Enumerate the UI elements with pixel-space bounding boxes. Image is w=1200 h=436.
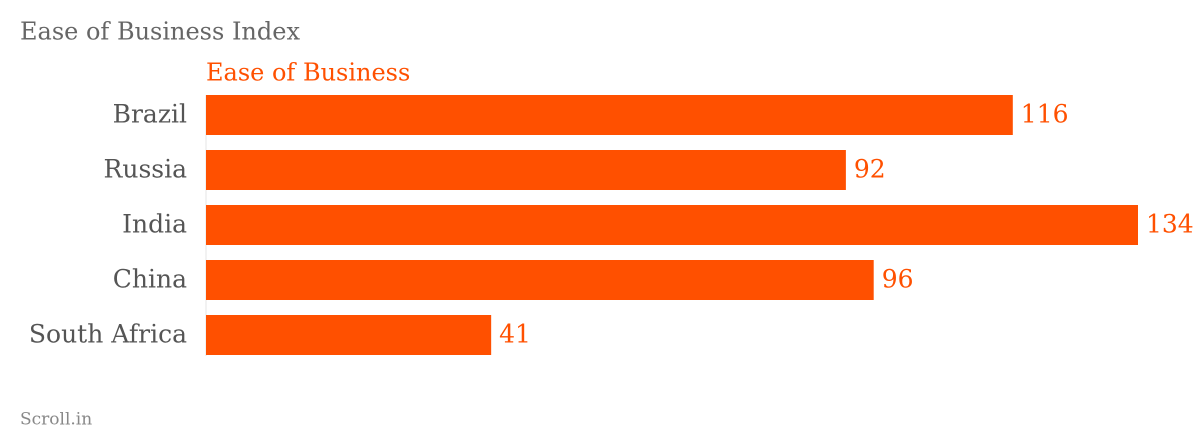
value-label: 96 — [882, 265, 914, 294]
legend-entry: Ease of Business — [206, 59, 410, 87]
y-tick-label: South Africa — [29, 320, 187, 349]
value-label: 134 — [1146, 210, 1194, 239]
source: Scroll.in — [20, 410, 92, 430]
chart-title: Ease of Business Index — [20, 18, 300, 46]
y-tick-label: Brazil — [113, 100, 187, 129]
bar — [206, 205, 1138, 245]
bar — [206, 95, 1013, 135]
value-label: 116 — [1021, 100, 1069, 129]
y-tick-label: India — [122, 210, 187, 239]
value-label: 41 — [499, 320, 531, 349]
value-label: 92 — [854, 155, 886, 184]
y-tick-label: Russia — [104, 155, 188, 184]
bar — [206, 315, 492, 355]
bar — [206, 150, 846, 190]
bar — [206, 260, 874, 300]
y-tick-label: China — [113, 265, 187, 294]
